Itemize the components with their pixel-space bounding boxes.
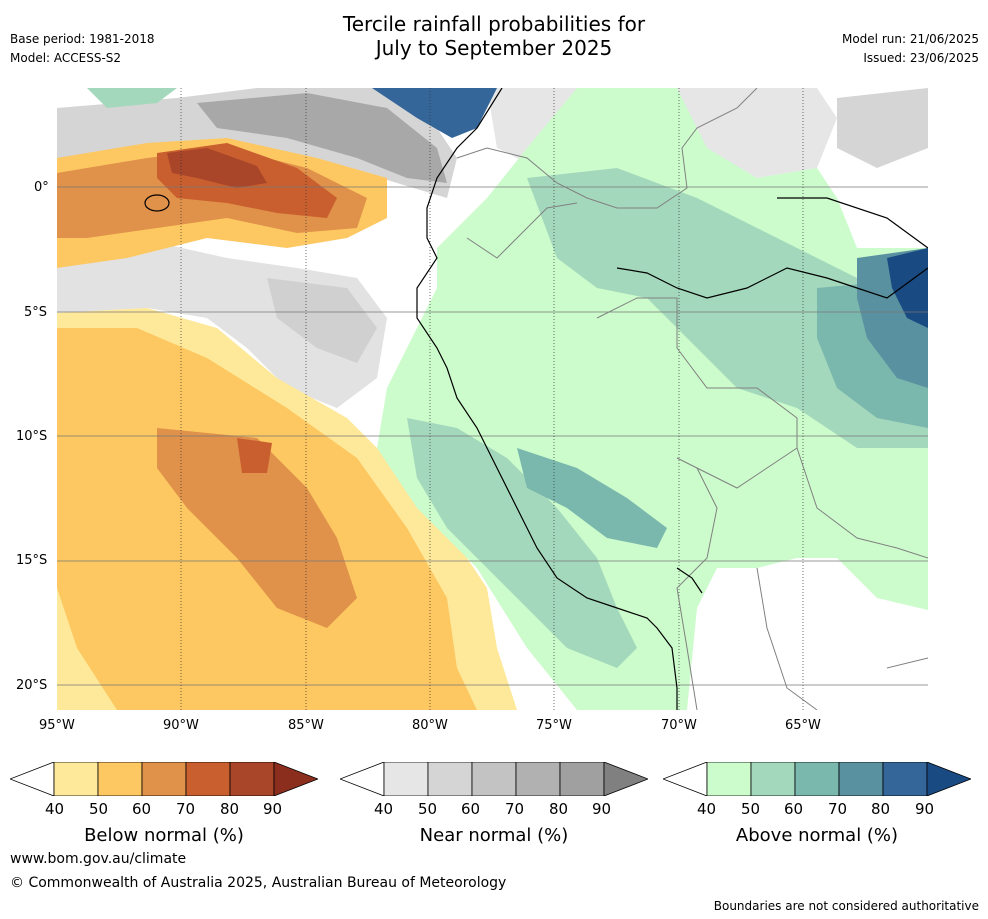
- colorbar-segment: [838, 762, 884, 796]
- border-ecuador-peru: [466, 202, 578, 259]
- colorbar-segment: [750, 762, 796, 796]
- near-normal-region-ne-dark: [837, 88, 928, 168]
- above-normal-region-coast: [407, 418, 637, 668]
- colorbar-extend-low: [10, 762, 55, 796]
- lon-tick-label: 95°W: [39, 718, 75, 733]
- colorbar-extend-high: [926, 762, 971, 796]
- colorbar-extend-high: [273, 762, 318, 796]
- lat-tick-label: 20°S: [16, 678, 48, 693]
- colorbar-segment: [515, 762, 561, 796]
- probability-map: [57, 88, 928, 710]
- near-normal-region-mid: [57, 238, 387, 408]
- lake-titicaca: [676, 567, 703, 594]
- border-brazil-peru-bolivia: [596, 297, 798, 489]
- colorbar-tick-label: 60: [784, 800, 804, 818]
- country-boundaries: [456, 88, 928, 710]
- lon-tick-label: 80°W: [412, 718, 448, 733]
- colorbar-tick-label: 70: [505, 800, 525, 818]
- colorbar-tick-label: 40: [45, 800, 65, 818]
- model-text: Model: ACCESS-S2: [10, 51, 122, 65]
- colorbar-extend-low: [663, 762, 708, 796]
- river-amazon: [616, 267, 928, 299]
- base-period-text: Base period: 1981-2018: [10, 32, 155, 46]
- colorbar-tick-label: 80: [549, 800, 569, 818]
- colorbar-tick-label: 70: [176, 800, 196, 818]
- above-normal-region-medium: [527, 168, 928, 448]
- near-normal-region-north-dark: [197, 93, 447, 183]
- title-line-2: July to September 2025: [375, 36, 613, 60]
- colorbar-tick-label: 60: [132, 800, 152, 818]
- above-normal-region-nw-corner: [87, 88, 177, 108]
- colorbar-segment: [427, 762, 473, 796]
- lat-tick-label: 5°S: [24, 305, 48, 320]
- colorbar-segment: [383, 762, 429, 796]
- colorbar-near-normal: [340, 762, 648, 796]
- above-normal-region-strong: [517, 448, 667, 548]
- page-title: Tercile rainfall probabilities for July …: [0, 12, 988, 60]
- colorbar-tick-label: 90: [592, 800, 612, 818]
- lon-tick-label: 70°W: [661, 718, 697, 733]
- lon-tick-label: 90°W: [163, 718, 199, 733]
- colorbar-segment: [185, 762, 231, 796]
- coastline-pacific: [416, 88, 678, 710]
- colorbar-segment: [794, 762, 840, 796]
- title-line-1: Tercile rainfall probabilities for: [342, 12, 646, 36]
- copyright-text: © Commonwealth of Australia 2025, Austra…: [10, 875, 507, 891]
- colorbar-tick-label: 50: [741, 800, 761, 818]
- colorbar-tick-label: 50: [418, 800, 438, 818]
- colorbar-tick-label: 70: [828, 800, 848, 818]
- colorbar-tick-label: 50: [89, 800, 109, 818]
- colorbar-tick-label: 90: [915, 800, 935, 818]
- colorbar-tick-label: 40: [374, 800, 394, 818]
- colorbar-segment: [141, 762, 187, 796]
- lon-tick-label: 85°W: [288, 718, 324, 733]
- colorbar-segment: [882, 762, 928, 796]
- colorbar-title-below-normal: Below normal (%): [84, 825, 244, 846]
- lat-tick-label: 0°: [34, 180, 49, 195]
- colorbar-extend-low: [340, 762, 385, 796]
- lon-tick-label: 65°W: [785, 718, 821, 733]
- website-text: www.bom.gov.au/climate: [10, 851, 187, 867]
- below-normal-equatorial-max: [167, 148, 267, 188]
- border-bolivia-chile: [676, 467, 718, 710]
- colorbar-tick-label: 60: [461, 800, 481, 818]
- above-normal-region-north: [372, 88, 497, 138]
- colorbar-title-above-normal: Above normal (%): [735, 825, 899, 846]
- border-argentina: [756, 567, 818, 710]
- colorbar-title-near-normal: Near normal (%): [419, 825, 569, 846]
- colorbar-above-normal: [663, 762, 971, 796]
- disclaimer-text: Boundaries are not considered authoritat…: [713, 899, 979, 913]
- galapagos-islands: [144, 194, 170, 212]
- lat-tick-label: 10°S: [16, 429, 48, 444]
- coastlines: [144, 88, 928, 710]
- map-gridlines: [57, 88, 928, 710]
- colorbar-tick-label: 90: [263, 800, 283, 818]
- colorbar-below-normal: [10, 762, 318, 796]
- border-colombia: [456, 88, 758, 209]
- colorbar-segment: [706, 762, 752, 796]
- border-east: [886, 657, 928, 669]
- colorbar-segment: [53, 762, 99, 796]
- above-normal-region-east-max: [887, 248, 928, 328]
- colorbar-segment: [471, 762, 517, 796]
- model-run-text: Model run: 21/06/2025: [841, 32, 979, 46]
- river-north: [777, 197, 928, 249]
- issued-text: Issued: 23/06/2025: [863, 51, 979, 65]
- lat-tick-label: 15°S: [16, 553, 48, 568]
- below-normal-south-peak: [237, 438, 272, 473]
- near-normal-region-mid-dark: [267, 278, 377, 363]
- colorbar-tick-label: 80: [220, 800, 240, 818]
- colorbar-segment: [229, 762, 275, 796]
- colorbar-extend-high: [603, 762, 648, 796]
- colorbar-segment: [559, 762, 605, 796]
- lon-tick-label: 75°W: [536, 718, 572, 733]
- below-normal-south-core: [157, 428, 357, 628]
- border-bolivia-paraguay: [796, 447, 928, 559]
- colorbar-segment: [97, 762, 143, 796]
- colorbar-tick-label: 80: [871, 800, 891, 818]
- colorbar-tick-label: 40: [697, 800, 717, 818]
